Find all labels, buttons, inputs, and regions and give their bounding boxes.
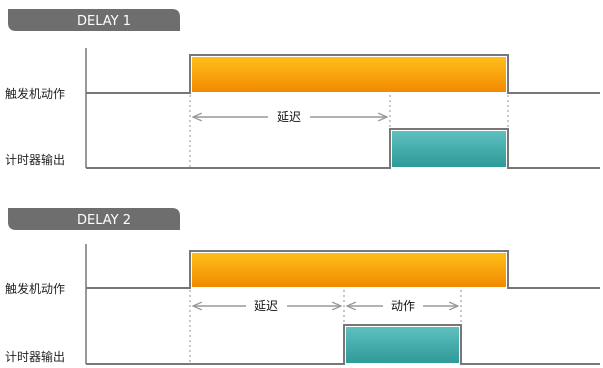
- delay-2-timer-line: [86, 324, 600, 365]
- delay-1-tab: [8, 9, 180, 31]
- delay-2-tab-label: DELAY 2: [77, 213, 131, 228]
- delay-2-timer-label: 计时器输出: [5, 349, 65, 364]
- delay-2-trigger-pulse: [192, 253, 506, 287]
- delay-1-diagram: DELAY 1 触发机动作 计时器输出 延迟: [5, 9, 600, 169]
- delay-1-trigger-line: [86, 54, 600, 94]
- delay-2-delay-label: 延迟: [254, 299, 278, 313]
- delay-2-diagram: DELAY 2 触发机动作 计时器输出 延迟 动作: [5, 208, 600, 365]
- delay-1-timer-line: [86, 128, 600, 169]
- delay-1-tab-label: DELAY 1: [77, 14, 131, 29]
- delay-2-trigger-label: 触发机动作: [5, 281, 65, 296]
- delay-1-trigger-pulse: [192, 57, 506, 92]
- delay-1-timer-pulse: [392, 131, 506, 167]
- delay-2-timer-pulse: [346, 327, 459, 363]
- delay-1-timer-label: 计时器输出: [5, 152, 65, 167]
- delay-1-delay-label: 延迟: [277, 110, 301, 124]
- delay-2-tab: [8, 208, 180, 230]
- delay-2-action-label: 动作: [391, 299, 415, 313]
- delay-1-trigger-label: 触发机动作: [5, 86, 65, 101]
- delay-2-trigger-line: [86, 250, 600, 289]
